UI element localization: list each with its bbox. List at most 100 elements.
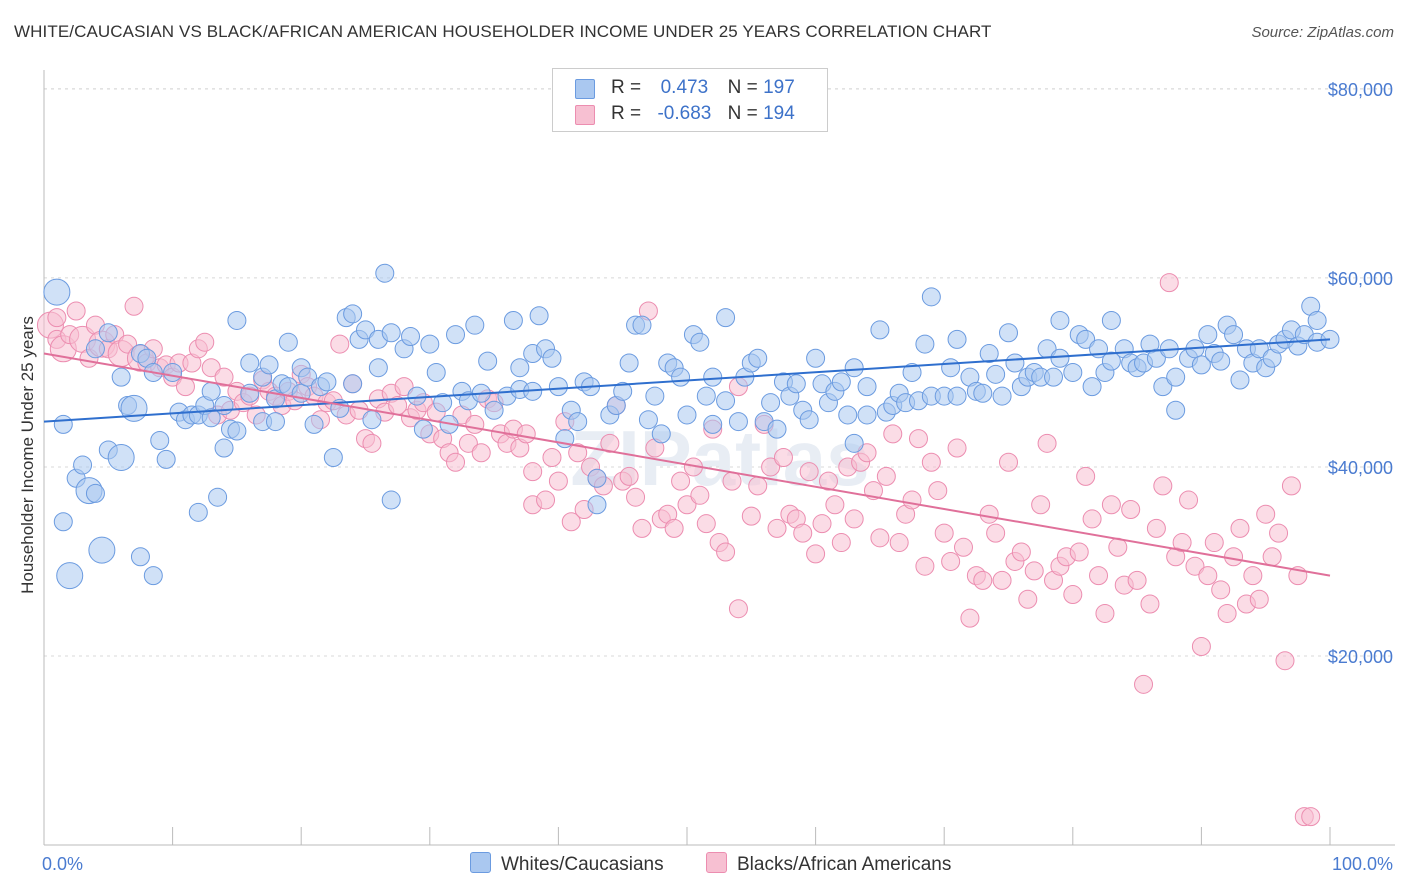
- correlation-legend: R = 0.473 N = 197 R = -0.683 N = 194: [552, 68, 828, 132]
- white-point: [446, 325, 466, 345]
- white-point: [343, 374, 363, 394]
- black-point: [902, 490, 922, 510]
- white-point: [1146, 348, 1166, 368]
- white-point: [130, 547, 150, 567]
- white-point: [1230, 370, 1250, 390]
- black-point: [1153, 476, 1173, 496]
- black-point: [1089, 566, 1109, 586]
- white-point: [1166, 400, 1186, 420]
- white-point: [240, 353, 260, 373]
- black-point: [619, 466, 639, 486]
- black-point: [362, 433, 382, 453]
- black-point: [716, 542, 736, 562]
- black-point: [330, 334, 350, 354]
- white-point: [1153, 377, 1173, 397]
- legend-swatch-black: [706, 852, 727, 873]
- black-point: [1101, 495, 1121, 515]
- legend-n-label: N =: [727, 77, 758, 98]
- black-point: [1121, 499, 1141, 519]
- black-point: [465, 414, 485, 434]
- white-point: [111, 367, 131, 387]
- black-point: [1230, 518, 1250, 538]
- bottom-legend-black[interactable]: Blacks/African Americans: [706, 852, 951, 876]
- legend-n-value: 197: [763, 77, 795, 98]
- axes: [43, 70, 1395, 846]
- white-point: [1198, 325, 1218, 345]
- y-tick-label: $80,000: [1328, 80, 1393, 100]
- white-point: [542, 348, 562, 368]
- black-point: [124, 296, 144, 316]
- black-point: [748, 476, 768, 496]
- white-point: [375, 263, 395, 283]
- white-point: [645, 386, 665, 406]
- legend-swatch-white: [470, 852, 491, 873]
- white-trend-line: [43, 338, 1331, 423]
- white-point: [992, 386, 1012, 406]
- legend-r-value: 0.473: [660, 77, 709, 98]
- black-point: [600, 433, 620, 453]
- white-point: [696, 386, 716, 406]
- black-point: [1269, 523, 1289, 543]
- legend-n-label: N =: [727, 103, 758, 124]
- white-point: [915, 334, 935, 354]
- black-point: [1172, 533, 1192, 553]
- black-point: [1037, 433, 1057, 453]
- black-point: [523, 462, 543, 482]
- white-point: [214, 438, 234, 458]
- black-point: [696, 514, 716, 534]
- black-point: [915, 556, 935, 576]
- tick-labels: $20,000 $40,000 $60,000 $80,000 0.0% 100.0%: [42, 80, 1393, 874]
- white-point: [150, 430, 170, 450]
- white-point: [1063, 362, 1083, 382]
- white-point: [201, 408, 221, 428]
- black-point: [1262, 547, 1282, 567]
- white-point: [703, 414, 723, 434]
- legend-r-label: R =: [611, 103, 642, 124]
- white-point: [651, 424, 671, 444]
- black-point: [1301, 807, 1321, 827]
- white-point: [1307, 310, 1327, 330]
- black-point: [568, 443, 588, 463]
- black-point: [690, 485, 710, 505]
- white-point: [716, 308, 736, 328]
- white-point: [529, 306, 549, 326]
- white-point: [844, 433, 864, 453]
- legend-swatch-black: [575, 105, 595, 125]
- white-point: [619, 353, 639, 373]
- black-point: [1146, 518, 1166, 538]
- black-point: [632, 518, 652, 538]
- legend-label-white: Whites/Caucasians: [501, 854, 664, 875]
- black-point: [1185, 556, 1205, 576]
- black-point: [992, 570, 1012, 590]
- chart-title: WHITE/CAUCASIAN VS BLACK/AFRICAN AMERICA…: [14, 22, 992, 41]
- white-point: [53, 414, 73, 434]
- white-point: [73, 455, 93, 475]
- black-point: [953, 537, 973, 557]
- bottom-legend-white[interactable]: Whites/Caucasians: [470, 852, 664, 876]
- black-point: [626, 487, 646, 507]
- y-axis-label: Householder Income Under 25 years: [18, 316, 37, 594]
- white-point: [484, 400, 504, 420]
- white-point: [278, 332, 298, 352]
- white-point: [503, 310, 523, 330]
- legend-r-label: R =: [611, 77, 642, 98]
- white-point: [88, 536, 116, 564]
- black-point: [1018, 589, 1038, 609]
- black-point: [921, 452, 941, 472]
- white-point: [1082, 377, 1102, 397]
- black-point: [1069, 542, 1089, 562]
- black-point: [1198, 566, 1218, 586]
- black-point: [1082, 509, 1102, 529]
- white-point: [613, 381, 633, 401]
- black-point: [908, 429, 928, 449]
- white-point: [986, 364, 1006, 384]
- black-point: [471, 443, 491, 463]
- black-point: [831, 533, 851, 553]
- white-point: [208, 487, 228, 507]
- white-point: [671, 367, 691, 387]
- y-tick-label: $20,000: [1328, 647, 1393, 667]
- black-point: [812, 514, 832, 534]
- black-point: [536, 490, 556, 510]
- black-trend-line: [43, 352, 1331, 577]
- white-point: [799, 410, 819, 430]
